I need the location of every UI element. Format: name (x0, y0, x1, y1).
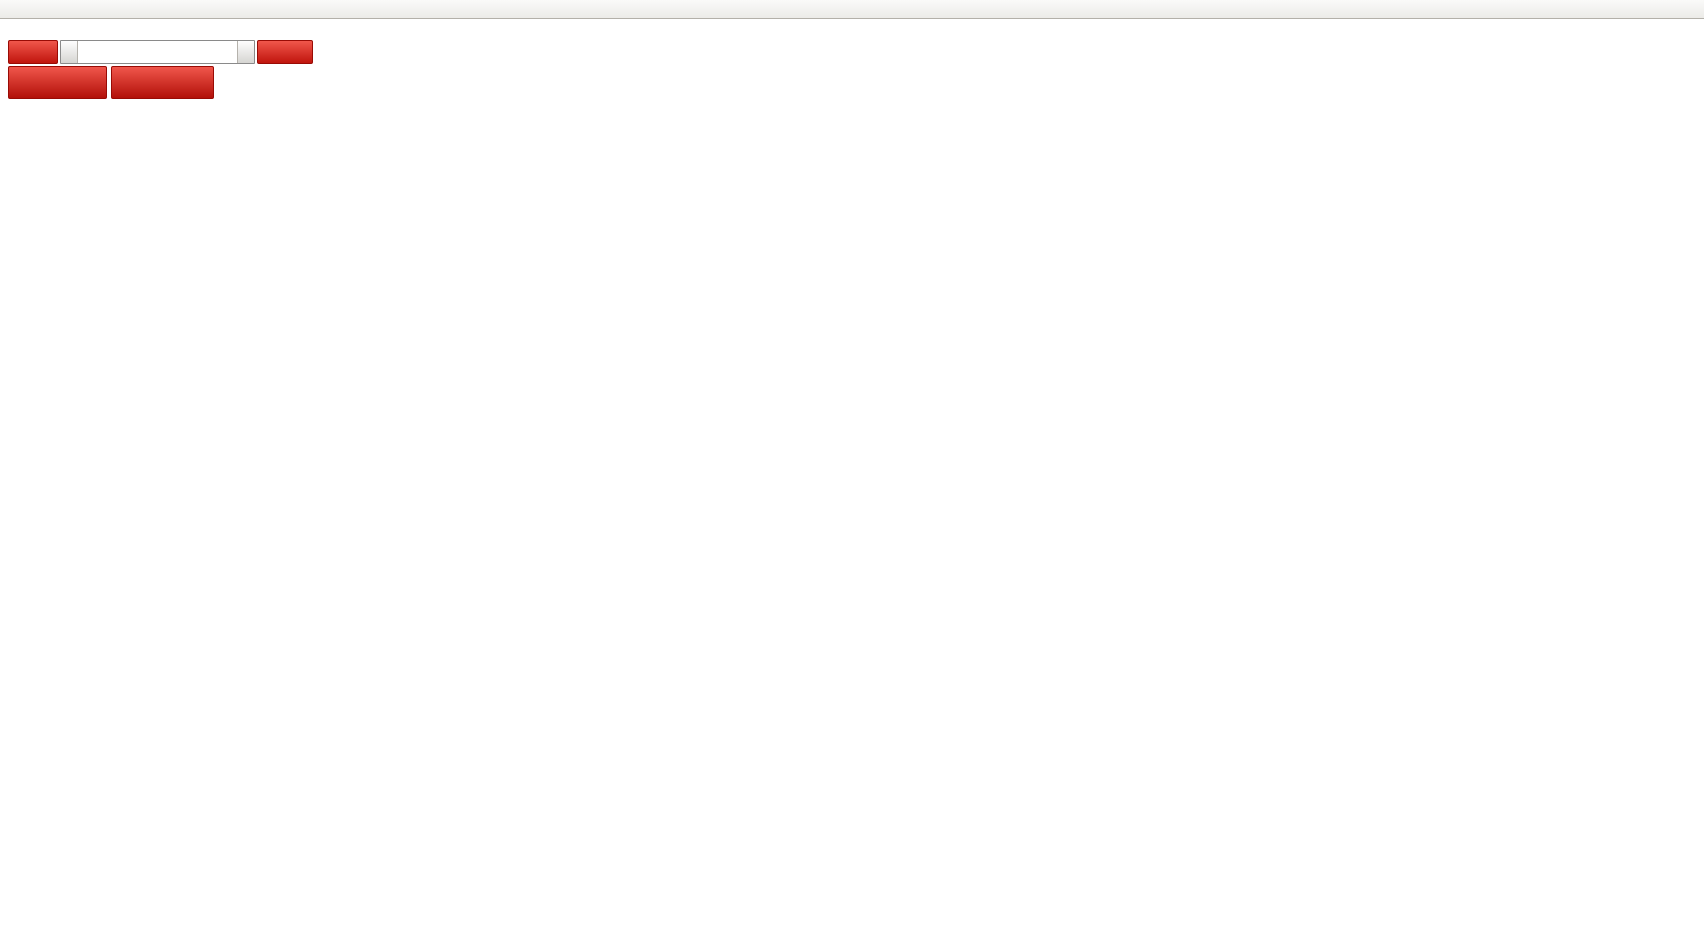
volume-input[interactable] (78, 41, 237, 63)
volume-increase-button[interactable] (237, 41, 254, 63)
volume-stepper[interactable] (60, 40, 255, 64)
sell-price[interactable] (8, 66, 107, 99)
volume-decrease-button[interactable] (61, 41, 78, 63)
buy-button[interactable] (257, 40, 313, 64)
toolbar (0, 0, 1704, 19)
one-click-trading-panel (8, 40, 313, 99)
buy-price[interactable] (111, 66, 214, 99)
sell-button[interactable] (8, 40, 58, 64)
